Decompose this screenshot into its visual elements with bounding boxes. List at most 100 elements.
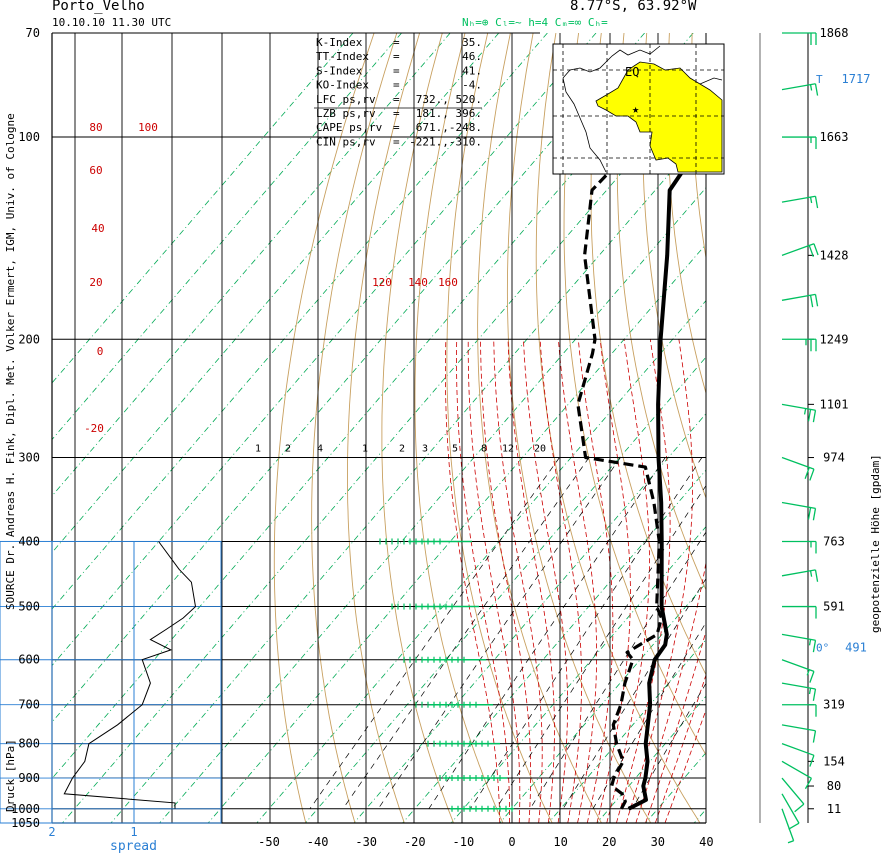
wind-barb <box>782 704 817 717</box>
map-land-region <box>595 61 723 173</box>
height-tick-label: 1249 <box>820 332 849 346</box>
mixing-ratio-line <box>309 457 560 810</box>
dry-adiabat-line <box>874 33 888 823</box>
mixing-ratio-label: 4 <box>317 444 323 455</box>
stability-indices: K-Index = 35. TT-Index = 46. S-Index = 41. KO-Ind… <box>314 36 482 148</box>
index-equals: = <box>393 93 400 106</box>
dry-adiabat-line <box>381 33 455 823</box>
dry-adiabat-line <box>347 33 421 823</box>
pressure-tick-label: 900 <box>18 771 40 785</box>
isotherm-line <box>159 187 706 823</box>
index-equals: = <box>393 135 400 148</box>
wind-barb <box>781 456 815 481</box>
spread-axis-label: spread <box>110 839 157 854</box>
index-label: S-Index <box>316 64 363 77</box>
pressure-tick-label: 70 <box>26 26 40 40</box>
wind-barb <box>782 605 817 619</box>
wind-barb <box>781 760 813 790</box>
index-value: 671.,-248. <box>416 121 482 134</box>
index-label: TT-Index <box>316 50 369 63</box>
index-equals: = <box>393 36 400 49</box>
height-tick-label: 1663 <box>820 130 849 144</box>
station-star-icon: ★ <box>632 102 639 116</box>
isotherm-line <box>207 243 706 823</box>
isotherm-line <box>256 300 706 823</box>
height-tick-label: 763 <box>823 534 845 548</box>
moist-adiabat-line <box>616 339 671 823</box>
index-label: LFC ps,rv <box>316 93 376 106</box>
background-lines <box>52 33 888 823</box>
spread-curve <box>63 541 197 809</box>
dewpoint-profile <box>576 78 706 810</box>
source-credit: SOURCE Dr. Andreas H. Fink, Dipl. Met. V… <box>4 113 17 610</box>
index-equals: = <box>393 107 400 120</box>
isotherm-line <box>52 33 694 780</box>
mixing-ratio-line <box>377 457 621 809</box>
moist-adiabat-line <box>645 629 706 823</box>
temperature-tick-label: 0 <box>508 835 515 849</box>
wind-barb <box>781 501 817 521</box>
temperature-tick-label: -30 <box>355 835 377 849</box>
temperature-tick-label: 10 <box>553 835 567 849</box>
moist-adiabat-line <box>664 708 706 823</box>
dry-adiabat-label: 120 <box>372 276 392 289</box>
dry-adiabat-line <box>666 33 706 395</box>
station-coordinates: 8.77°S, 63.92°W <box>570 0 697 14</box>
mixing-ratio-label: 12 <box>502 444 514 455</box>
observation-datetime: 10.10.10 11.30 UTC <box>52 16 171 29</box>
mixing-ratio-line <box>562 578 706 809</box>
index-label: KO-Index <box>316 79 369 92</box>
mixing-ratio-line <box>631 682 706 809</box>
dry-adiabat-line <box>642 33 706 500</box>
index-label: CIN ps,rv <box>316 135 376 148</box>
index-value: -221.,-310. <box>409 135 482 148</box>
height-tick-label: 319 <box>823 698 845 712</box>
index-value: 181., 396. <box>416 107 482 120</box>
cloud-layer-hatch <box>450 805 514 812</box>
isotherm-line <box>450 526 706 823</box>
station-name: Porto_Velho <box>52 0 145 14</box>
temperature-tick-label: 40 <box>699 835 713 849</box>
pressure-tick-label: 1050 <box>11 816 40 830</box>
height-tick-label: 80 <box>827 779 841 793</box>
mixing-ratio-label: 1 <box>362 444 368 455</box>
moist-adiabat-line <box>523 339 568 823</box>
index-label: CAPE ps,rv <box>316 121 383 134</box>
moist-adiabat-line <box>654 673 706 823</box>
height-tick-label: 1428 <box>820 248 849 262</box>
wind-barb <box>782 32 817 45</box>
wind-barb <box>781 777 805 813</box>
mixing-ratio-label: 5 <box>452 444 458 455</box>
isotherm-line <box>645 752 706 823</box>
cloud-codes: Nₕ=⊕ Cₗ=~ h=4 Cₘ=∞ Cₕ= <box>462 16 608 29</box>
dry-adiabat-line <box>446 33 553 823</box>
cloud-layer-hatch <box>391 603 479 610</box>
mixing-ratio-label: 2 <box>285 444 291 455</box>
moist-adiabat-line <box>444 339 501 823</box>
index-equals: = <box>393 121 400 134</box>
wind-barb <box>781 293 819 308</box>
equator-label: EQ <box>625 65 639 79</box>
isotherm-line <box>596 695 706 823</box>
dry-adiabat-label: 20 <box>89 276 102 289</box>
pressure-tick-label: 800 <box>18 737 40 751</box>
dry-adiabat-label: 40 <box>91 222 104 235</box>
moist-adiabat-line <box>467 339 521 823</box>
pressure-axis-label: Druck [hPa] <box>4 739 17 812</box>
wind-barb <box>782 338 817 352</box>
dry-adiabat-label: 140 <box>408 276 428 289</box>
cloud-layer-hatch <box>379 538 472 545</box>
height-tick-label: 1101 <box>820 397 849 411</box>
cloud-layer-hatch <box>403 656 486 663</box>
wind-barb <box>781 682 817 701</box>
pressure-tick-label: 100 <box>18 130 40 144</box>
wind-barb <box>781 724 817 743</box>
mixing-ratio-label: 1 <box>255 444 261 455</box>
pressure-tick-label: 1000 <box>11 802 40 816</box>
wind-barb <box>781 793 800 830</box>
wind-barb <box>781 743 815 767</box>
height-annotation-marker: 0° <box>816 641 829 654</box>
isotherm-line <box>305 356 706 823</box>
mixing-ratio-line <box>428 457 666 809</box>
